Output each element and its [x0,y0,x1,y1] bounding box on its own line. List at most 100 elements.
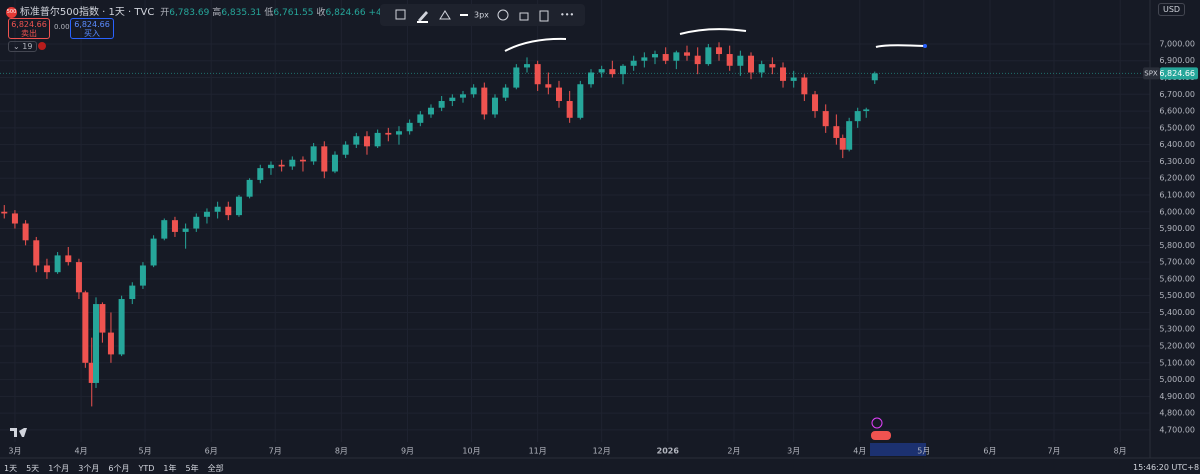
event-marker[interactable] [871,417,883,429]
ohlc-value: 6,835.31 [221,8,262,18]
toolbar-icons: 3px ••• [395,9,574,23]
y-tick-label: 5,900.00 [1159,224,1195,233]
range-button[interactable]: 1年 [163,464,177,473]
candle-body [854,111,861,122]
x-tick-label: 2026 [657,447,680,456]
candle-body [652,54,659,58]
candle-body [748,55,755,73]
candle-body [43,265,50,273]
y-tick-label: 6,000.00 [1159,207,1195,216]
candle-body [75,262,82,293]
sell-button[interactable]: 6,824.66 卖出 [8,18,50,39]
currency-button[interactable]: USD [1158,3,1186,16]
symbol-title[interactable]: 标准普尔500指数 · 1天 · TVC [19,7,155,18]
candle-body [555,87,562,102]
range-button[interactable]: 1天 [4,464,18,473]
candle-body [395,131,402,135]
spread: 0.00 [54,23,70,31]
candle-body [588,72,595,85]
ohlc-label: 高 [212,8,222,18]
anchor-dot[interactable] [923,44,927,48]
candle-body [673,52,680,61]
range-button[interactable]: YTD [138,464,155,473]
x-tick-label: 9月 [401,447,414,456]
candle-body [513,67,520,88]
candle-body [107,332,114,355]
candle-body [598,69,605,73]
candle-body [790,77,797,81]
candle-body [577,84,584,118]
candle-body [839,137,846,150]
candle-body [129,285,136,300]
candle-body [502,87,509,98]
drawn-arc[interactable] [679,28,747,35]
buy-button[interactable]: 6,824.66 买入 [70,18,114,39]
candle-body [299,159,306,162]
candle-body [11,213,18,224]
ohlc-label: 收 [316,8,326,18]
drawn-arc[interactable] [504,37,567,52]
icon-more[interactable]: ••• [560,11,574,20]
range-button[interactable]: 6个月 [108,464,130,473]
candle-body [225,206,232,216]
alert-dot [38,42,46,50]
candle-body [481,87,488,115]
line-width[interactable]: 3px [474,11,489,20]
icon-fill[interactable] [439,10,451,20]
badge-name-bg [1143,67,1160,80]
flag-marker[interactable] [871,431,891,440]
candle-body [99,304,106,333]
candle-body [22,223,29,241]
candle-body [449,97,456,102]
ohlc-label: 低 [264,8,274,18]
icon-settings[interactable] [497,9,509,21]
icon-delete[interactable] [539,10,549,22]
ohlc-value: 6,761.55 [273,8,314,18]
range-button[interactable]: 1个月 [48,464,70,473]
candle-body [863,109,870,112]
y-tick-label: 6,100.00 [1159,190,1195,199]
clock: 15:46:20 UTC+8 [1133,463,1200,472]
candle-body [88,362,95,383]
candle-body [470,87,477,95]
icon-lock[interactable] [519,12,529,21]
candle-body [246,179,253,197]
icon-group[interactable] [395,9,406,20]
candle-body [694,55,701,65]
candle-body [417,114,424,123]
candle-body [203,211,210,217]
x-tick-label: 6月 [205,447,218,456]
range-button[interactable]: 全部 [207,464,224,473]
range-button[interactable]: 3个月 [78,464,100,473]
y-tick-label: 6,200.00 [1159,174,1195,183]
y-tick-label: 6,600.00 [1159,107,1195,116]
y-tick-label: 6,900.00 [1159,56,1195,65]
candle-body [150,238,157,266]
drawn-line[interactable] [875,44,926,48]
x-tick-label: 10月 [462,447,480,456]
candle-body [609,69,616,75]
range-button[interactable]: 5天 [26,464,40,473]
icon-pencil[interactable] [418,11,428,22]
y-tick-label: 5,400.00 [1159,308,1195,317]
candle-body [267,164,274,169]
time-range-highlight [870,443,926,456]
candle-body [620,65,627,75]
candle-body [33,240,40,266]
y-tick-label: 6,300.00 [1159,157,1195,166]
y-tick-label: 4,800.00 [1159,409,1195,418]
indicator-toggle[interactable]: ⌄ 19 [8,41,38,52]
candle-body [182,228,189,232]
x-tick-label: 3月 [787,447,800,456]
x-tick-label: 11月 [529,447,547,456]
x-tick-label: 3月 [8,447,21,456]
candle-body [822,111,829,127]
candle-body [641,57,648,61]
range-button[interactable]: 5年 [185,464,199,473]
candle-body [278,164,285,167]
y-tick-label: 5,300.00 [1159,325,1195,334]
candle-body [289,159,296,167]
candle-body [780,67,787,81]
candle-body [459,94,466,98]
